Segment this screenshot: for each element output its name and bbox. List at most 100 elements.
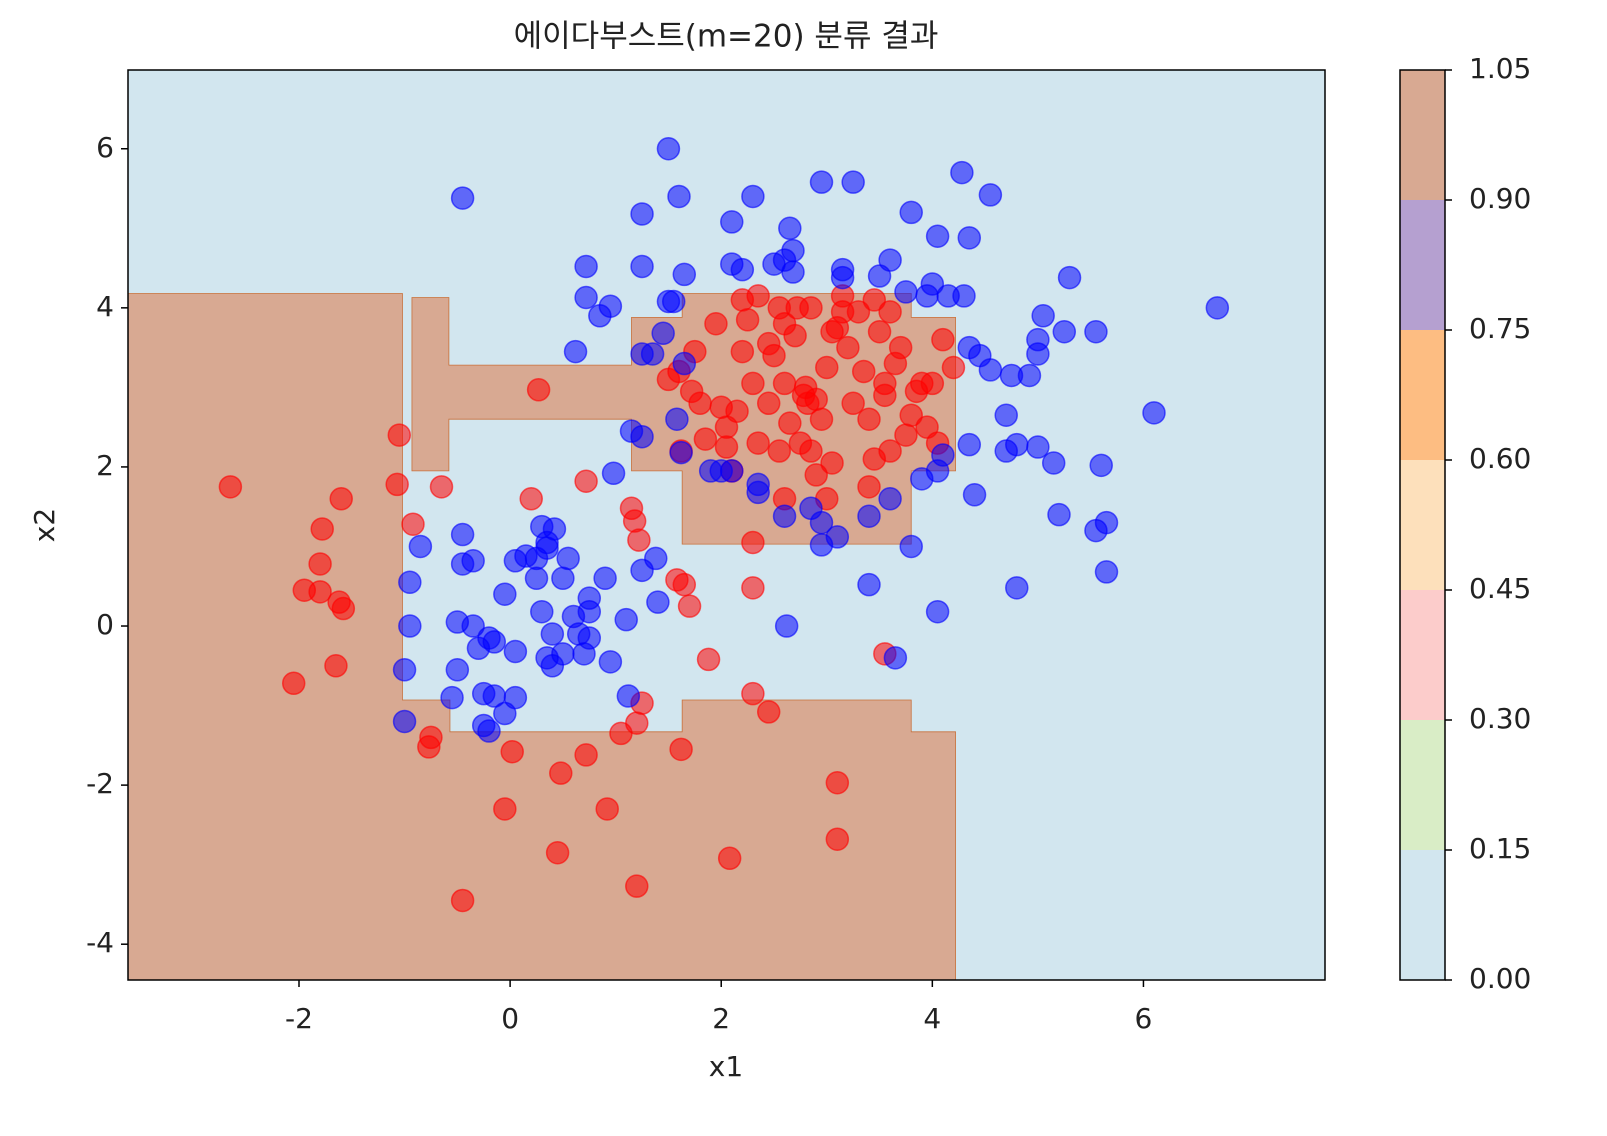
colorbar-tick-label: 0.60 bbox=[1469, 442, 1531, 475]
point bbox=[778, 216, 802, 241]
point bbox=[925, 224, 950, 248]
point bbox=[815, 355, 839, 380]
point bbox=[331, 596, 356, 621]
point bbox=[841, 391, 865, 416]
point bbox=[878, 439, 902, 463]
point bbox=[218, 475, 243, 499]
point bbox=[493, 797, 517, 821]
point bbox=[720, 459, 744, 483]
point bbox=[867, 319, 892, 344]
point bbox=[920, 371, 945, 396]
point bbox=[799, 296, 823, 320]
point bbox=[1052, 319, 1077, 344]
point bbox=[630, 202, 654, 226]
colorbar-band bbox=[1400, 200, 1445, 330]
point bbox=[778, 411, 802, 435]
point bbox=[809, 170, 834, 194]
colorbar-band bbox=[1400, 850, 1445, 980]
point bbox=[1005, 432, 1029, 457]
point bbox=[820, 319, 844, 344]
point bbox=[741, 681, 765, 706]
point bbox=[714, 435, 739, 459]
point bbox=[627, 528, 651, 552]
point bbox=[873, 371, 897, 396]
point bbox=[836, 335, 860, 360]
point bbox=[385, 472, 409, 497]
colorbar-frame bbox=[1399, 69, 1446, 981]
x-tick-label: 2 bbox=[712, 1002, 730, 1035]
point bbox=[392, 658, 417, 682]
point bbox=[574, 285, 598, 310]
point bbox=[563, 339, 588, 364]
point bbox=[931, 327, 955, 352]
point bbox=[577, 586, 602, 610]
point bbox=[387, 423, 412, 447]
point bbox=[450, 888, 475, 913]
point bbox=[661, 289, 686, 314]
point bbox=[614, 607, 638, 632]
point bbox=[756, 391, 781, 416]
point bbox=[672, 351, 697, 376]
point bbox=[717, 846, 742, 871]
point bbox=[524, 566, 549, 591]
point bbox=[1026, 435, 1050, 459]
point bbox=[540, 622, 565, 646]
point bbox=[888, 335, 913, 360]
point bbox=[669, 737, 693, 762]
point bbox=[720, 210, 744, 234]
colorbar-tick-label: 1.05 bbox=[1469, 52, 1531, 85]
x-tick-label: -2 bbox=[285, 1002, 313, 1035]
colorbar-band bbox=[1400, 460, 1445, 590]
point bbox=[1005, 576, 1029, 600]
point bbox=[646, 590, 670, 614]
point bbox=[920, 272, 945, 296]
point bbox=[1031, 304, 1055, 328]
y-tick-label: 6 bbox=[96, 131, 114, 164]
point bbox=[696, 647, 721, 672]
plot-frame bbox=[127, 69, 1326, 981]
point bbox=[952, 284, 976, 308]
point bbox=[392, 709, 417, 734]
colorbar-band bbox=[1400, 590, 1445, 720]
point bbox=[672, 262, 697, 287]
point bbox=[978, 183, 1003, 207]
point bbox=[772, 371, 797, 396]
point bbox=[401, 512, 425, 536]
point bbox=[551, 566, 575, 591]
point bbox=[825, 525, 850, 549]
point bbox=[730, 257, 755, 282]
point bbox=[804, 463, 828, 487]
point bbox=[830, 300, 855, 324]
point bbox=[772, 312, 797, 336]
point bbox=[574, 743, 598, 767]
colorbar-tick-label: 0.75 bbox=[1469, 312, 1531, 345]
point bbox=[746, 480, 770, 505]
point bbox=[574, 469, 598, 493]
point bbox=[962, 483, 987, 507]
point bbox=[883, 646, 908, 670]
point bbox=[894, 280, 918, 304]
colorbar-tick-label: 0.45 bbox=[1469, 572, 1531, 605]
point bbox=[665, 407, 689, 431]
point bbox=[630, 254, 654, 279]
point bbox=[1094, 510, 1119, 535]
point bbox=[1057, 265, 1082, 290]
point bbox=[609, 721, 633, 746]
point bbox=[530, 599, 554, 624]
colorbar-band bbox=[1400, 720, 1445, 850]
point bbox=[450, 186, 475, 210]
point bbox=[741, 184, 765, 209]
point bbox=[1017, 363, 1042, 388]
point bbox=[593, 566, 617, 591]
point bbox=[595, 797, 619, 821]
point bbox=[857, 475, 881, 499]
colorbar-tick-label: 0.90 bbox=[1469, 182, 1531, 215]
point bbox=[1041, 451, 1066, 475]
colorbar-band bbox=[1400, 330, 1445, 460]
y-tick-label: 4 bbox=[96, 290, 114, 323]
point bbox=[746, 431, 770, 455]
chart-title: 에이다부스트(m=20) 분류 결과 bbox=[514, 19, 939, 55]
point bbox=[535, 646, 559, 670]
point bbox=[862, 288, 887, 312]
